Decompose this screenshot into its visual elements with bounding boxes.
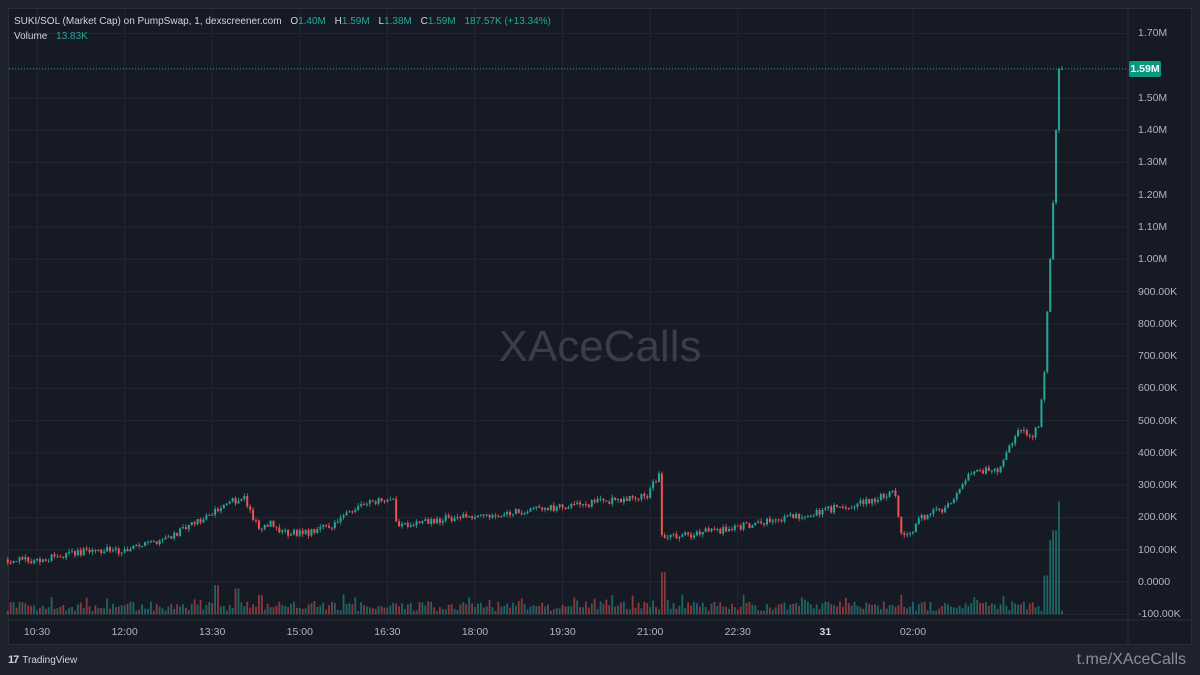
watermark: XAceCalls xyxy=(498,322,702,371)
price-tick: 1.70M xyxy=(1138,27,1168,40)
time-tick: 22:30 xyxy=(724,626,751,638)
open-value: 1.40M xyxy=(298,16,326,27)
price-tick: 900.00K xyxy=(1138,285,1178,298)
chart-frame xyxy=(8,8,1192,645)
symbol-title[interactable]: SUKI/SOL (Market Cap) on PumpSwap, 1, de… xyxy=(14,16,282,27)
time-tick: 15:00 xyxy=(286,626,313,638)
time-tick: 10:30 xyxy=(23,626,51,638)
legend-row-volume: Volume 13.83K xyxy=(14,29,551,44)
price-tick: 300.00K xyxy=(1138,479,1178,492)
price-tick: 800.00K xyxy=(1138,317,1178,330)
tradingview-brand[interactable]: 17 TradingView xyxy=(8,654,77,666)
time-tick: 21:00 xyxy=(637,626,664,638)
telegram-credit: t.me/XAceCalls xyxy=(1076,651,1186,668)
price-tick: 1.50M xyxy=(1138,91,1168,104)
tradingview-logo-icon: 17 xyxy=(8,654,19,666)
price-tick: 500.00K xyxy=(1138,414,1178,427)
chart-legend: SUKI/SOL (Market Cap) on PumpSwap, 1, de… xyxy=(14,14,551,44)
time-tick: 31 xyxy=(819,626,832,638)
volume-label[interactable]: Volume xyxy=(14,31,48,42)
price-tick: 0.0000 xyxy=(1138,576,1171,588)
price-tick: 1.10M xyxy=(1138,221,1168,234)
high-value: 1.59M xyxy=(341,16,370,27)
price-tick: 1.20M xyxy=(1138,188,1168,201)
price-tick: 1.00M xyxy=(1138,253,1168,266)
price-tick: 200.00K xyxy=(1138,511,1178,524)
close-value: 1.59M xyxy=(427,16,456,27)
price-tick: -100.00K xyxy=(1138,608,1181,621)
time-tick: 12:00 xyxy=(111,626,138,638)
time-tick: 18:00 xyxy=(461,626,489,638)
legend-row-ohlc: SUKI/SOL (Market Cap) on PumpSwap, 1, de… xyxy=(14,16,551,27)
time-tick: 16:30 xyxy=(374,626,401,638)
price-tick: 600.00K xyxy=(1138,382,1178,395)
time-tick: 13:30 xyxy=(199,626,226,638)
price-tick: 700.00K xyxy=(1138,350,1178,363)
brand-name: TradingView xyxy=(22,654,78,666)
last-price-label: 1.59M xyxy=(1129,61,1161,77)
time-tick: 19:30 xyxy=(549,626,576,638)
price-tick: 1.30M xyxy=(1138,156,1168,169)
change-value: 187.57K (+13.34%) xyxy=(464,16,551,27)
price-tick: 1.40M xyxy=(1138,124,1168,137)
volume-value: 13.83K xyxy=(56,31,88,42)
low-value: 1.38M xyxy=(384,16,412,27)
price-tick: 100.00K xyxy=(1138,543,1178,556)
price-tick: 400.00K xyxy=(1138,446,1178,459)
time-tick: 02:00 xyxy=(899,626,927,638)
